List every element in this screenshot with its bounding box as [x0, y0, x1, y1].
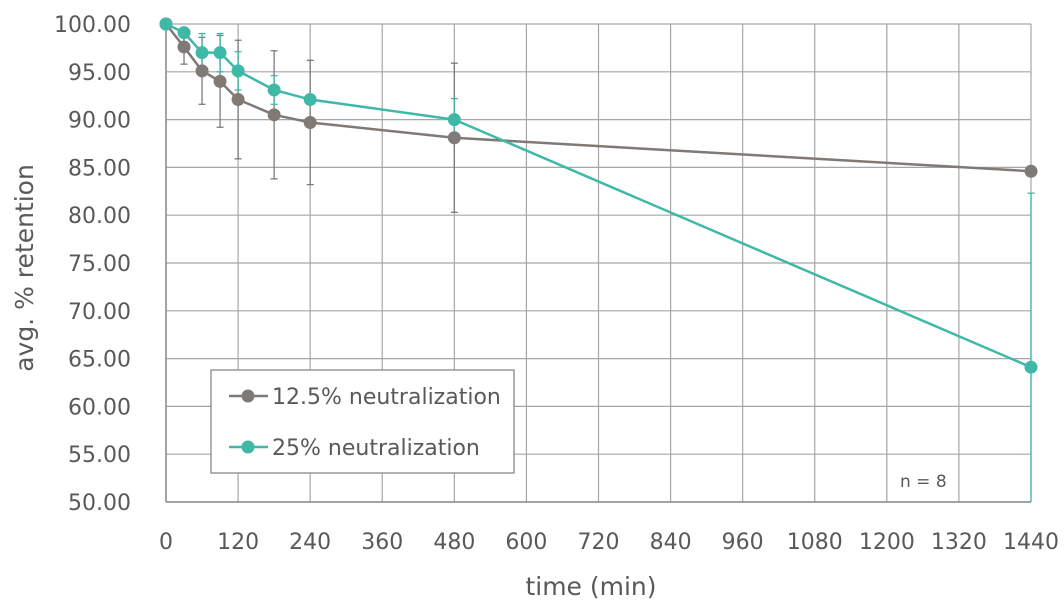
y-tick-label: 50.00 — [68, 491, 131, 516]
x-tick-label: 720 — [578, 530, 620, 555]
data-point — [231, 93, 245, 107]
x-tick-label: 1080 — [787, 530, 843, 555]
x-tick-label: 600 — [505, 530, 547, 555]
data-point — [159, 17, 173, 31]
data-point — [177, 40, 191, 54]
x-tick-label: 840 — [650, 530, 692, 555]
y-tick-label: 85.00 — [68, 156, 131, 181]
legend-label-12-5: 12.5% neutralization — [272, 385, 501, 410]
y-axis-title: avg. % retention — [10, 164, 39, 372]
y-tick-label: 60.00 — [68, 395, 131, 420]
x-tick-label: 120 — [217, 530, 259, 555]
data-point — [1024, 164, 1038, 178]
legend: 12.5% neutralization 25% neutralization — [210, 369, 515, 474]
data-point — [267, 108, 281, 122]
data-point — [213, 74, 227, 88]
x-tick-label: 240 — [289, 530, 331, 555]
error-bars — [180, 28, 1035, 502]
y-tick-labels: 50.00 55.00 60.00 65.00 70.00 75.00 80.00 85.00… — [54, 13, 131, 516]
data-point — [195, 64, 209, 78]
y-tick-label: 80.00 — [68, 204, 131, 229]
data-point — [447, 113, 461, 127]
legend-label-25: 25% neutralization — [272, 436, 480, 461]
x-tick-label: 1320 — [931, 530, 987, 555]
x-axis-title: time (min) — [525, 572, 656, 601]
data-point — [213, 46, 227, 60]
x-tick-labels: 0 120 240 360 480 600 720 840 960 1080 1200 1320 144… — [159, 530, 1059, 555]
y-tick-label: 100.00 — [54, 13, 131, 38]
x-tick-label: 0 — [159, 530, 173, 555]
data-point — [303, 115, 317, 129]
data-point — [231, 64, 245, 78]
x-tick-label: 960 — [722, 530, 764, 555]
data-point — [267, 83, 281, 97]
data-point — [195, 46, 209, 60]
x-tick-label: 1440 — [1003, 530, 1059, 555]
sample-size-annotation: n = 8 — [900, 472, 947, 492]
x-tick-label: 1200 — [859, 530, 915, 555]
y-tick-label: 65.00 — [68, 348, 131, 373]
y-tick-label: 75.00 — [68, 252, 131, 277]
data-point — [1024, 360, 1038, 374]
legend-swatch-marker-12-5 — [241, 389, 255, 403]
y-tick-label: 95.00 — [68, 61, 131, 86]
legend-swatch-marker-25 — [241, 440, 255, 454]
x-tick-label: 360 — [361, 530, 403, 555]
data-point — [177, 26, 191, 40]
y-tick-label: 70.00 — [68, 300, 131, 325]
data-point — [303, 93, 317, 107]
y-tick-label: 90.00 — [68, 109, 131, 134]
legend-box — [210, 369, 515, 474]
x-tick-label: 480 — [433, 530, 475, 555]
y-tick-label: 55.00 — [68, 443, 131, 468]
data-points — [159, 17, 1038, 374]
data-point — [447, 131, 461, 145]
